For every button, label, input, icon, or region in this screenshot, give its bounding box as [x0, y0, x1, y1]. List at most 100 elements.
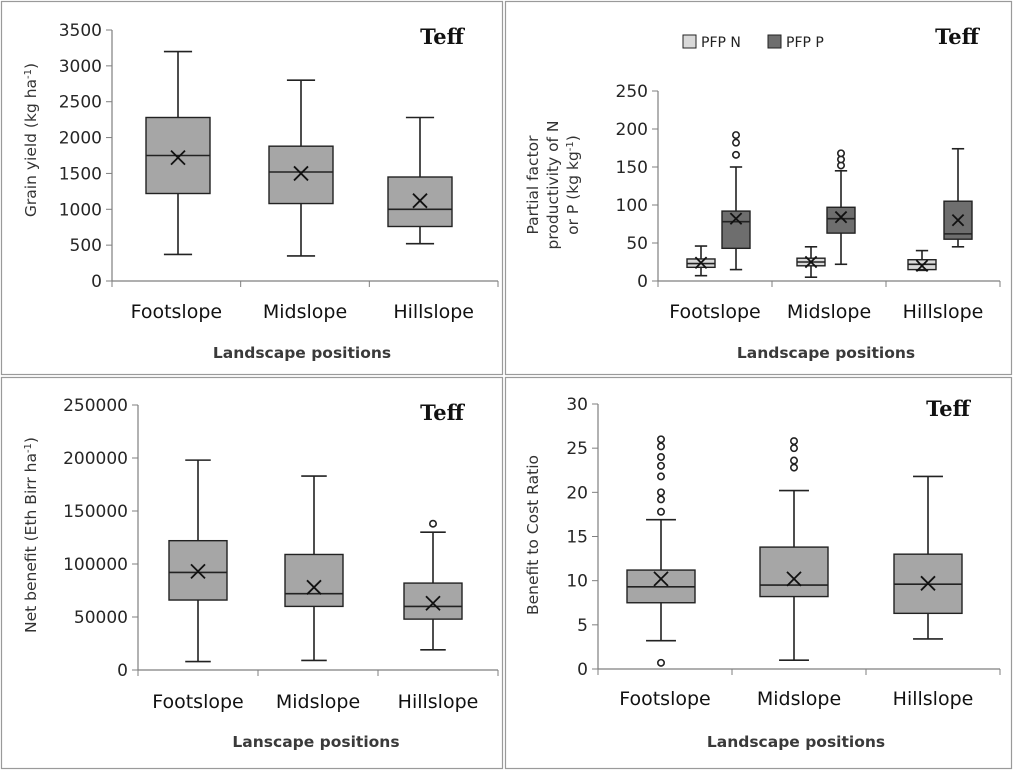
- outlier-point: [731, 138, 740, 147]
- box-marks: [168, 459, 463, 663]
- mean-marker: [412, 193, 428, 209]
- crop-label: Teff: [420, 24, 466, 49]
- box-midslope: [284, 475, 344, 662]
- outlier-point: [731, 150, 740, 159]
- x-category-label: Hillslope: [393, 301, 474, 323]
- box-hillslope: [403, 519, 463, 651]
- box-footslope-pfp-p: [721, 131, 751, 271]
- legend-swatch-pfp-p: [767, 34, 782, 49]
- axes: 0 50000 100000 150000 200000 250000 Footslope M…: [63, 396, 499, 713]
- outlier-point: [656, 495, 665, 504]
- axes: 0 50 100 150 200 250 Footslope Midslope Hillslop…: [616, 82, 1001, 323]
- y-tick-label: 50000: [74, 608, 128, 628]
- y-tick-label: 0: [117, 661, 128, 681]
- y-tick-label: 100000: [63, 555, 128, 575]
- box-marks: [626, 435, 963, 667]
- y-tick-label: 150: [616, 158, 648, 178]
- y-tick-label: 0: [91, 272, 102, 292]
- x-category-label: Hillslope: [903, 301, 984, 323]
- mean-marker: [306, 579, 322, 595]
- axes: 0 500 1000 1500 2000 2500 3000 3500 Footslope Mid…: [59, 21, 499, 323]
- y-tick-label: 500: [70, 236, 102, 256]
- crop-label: Teff: [926, 396, 972, 421]
- outlier-point: [836, 149, 845, 158]
- box-hillslope-pfp-p: [943, 147, 973, 248]
- y-tick-label: 3500: [59, 21, 102, 41]
- outlier-point: [656, 507, 665, 516]
- mean-marker: [425, 595, 441, 611]
- axes: 0 5 10 15 20 25 30 Footslope Midslope Hillslope: [566, 395, 1001, 710]
- y-axis-label: Benefit to Cost Ratio: [524, 455, 542, 615]
- crop-label: Teff: [420, 400, 466, 425]
- x-category-label: Midslope: [757, 688, 841, 710]
- crop-label: Teff: [935, 24, 981, 49]
- y-tick-label: 1000: [59, 200, 102, 220]
- y-axis-label-line2: productivity of N: [544, 120, 562, 249]
- box-midslope-pfp-n: [796, 246, 826, 279]
- mean-marker: [729, 212, 743, 225]
- mean-marker: [915, 259, 929, 273]
- outlier-point: [656, 435, 665, 444]
- legend-swatch-pfp-n: [682, 34, 697, 49]
- y-axis-label-line3: or P (kg kg-1): [564, 135, 582, 235]
- box-hillslope: [893, 475, 963, 640]
- outlier-point: [789, 444, 798, 453]
- legend: PFP N PFP P: [682, 34, 824, 51]
- chart-partial-factor-productivity: 0 50 100 150 200 250 Footslope Midslope Hillslop…: [524, 24, 1001, 362]
- x-category-label: Hillslope: [893, 688, 974, 710]
- outlier-point: [789, 463, 798, 472]
- y-tick-label: 3000: [59, 57, 102, 77]
- x-category-label: Footslope: [152, 691, 244, 713]
- box-midslope: [268, 79, 334, 257]
- y-tick-label: 30: [566, 395, 588, 415]
- box-midslope-pfp-p: [826, 149, 856, 266]
- y-tick-label: 100: [616, 196, 648, 216]
- mean-marker: [293, 165, 309, 182]
- mean-marker: [170, 150, 186, 166]
- y-tick-label: 10: [566, 572, 588, 592]
- y-axis-label-line1: Partial factor: [524, 135, 542, 235]
- panel-frame-net-benefit: [0, 376, 504, 770]
- x-axis-label: Landscape positions: [213, 344, 391, 362]
- y-tick-label: 250: [616, 82, 648, 102]
- y-tick-label: 50: [626, 234, 648, 254]
- panel-frame-pfp: [504, 0, 1013, 376]
- x-axis-label: Landscape positions: [737, 344, 915, 362]
- chart-grain-yield: 0 500 1000 1500 2000 2500 3000 3500 Footslope Mid…: [22, 21, 499, 362]
- y-tick-label: 2000: [59, 129, 102, 149]
- mean-marker: [951, 213, 965, 227]
- outlier-point: [656, 658, 665, 667]
- outlier-point: [656, 442, 665, 451]
- mean-marker: [834, 210, 848, 224]
- box-footslope: [168, 459, 228, 663]
- legend-label-pfp-p: PFP P: [786, 35, 824, 51]
- panel-frame-yield: [0, 0, 504, 376]
- box-iqr: [721, 210, 751, 250]
- panel-frame-bcr: [504, 376, 1013, 770]
- x-category-label: Midslope: [276, 691, 360, 713]
- mean-marker: [920, 575, 936, 591]
- x-category-label: Footslope: [131, 301, 223, 323]
- outlier-point: [656, 488, 665, 497]
- y-tick-label: 25: [566, 439, 588, 459]
- outlier-point: [656, 472, 665, 481]
- box-footslope: [145, 50, 211, 256]
- outlier-point: [428, 519, 437, 528]
- mean-marker: [653, 571, 669, 587]
- box-iqr: [759, 546, 829, 598]
- mean-marker: [804, 255, 818, 269]
- box-marks: [686, 131, 973, 279]
- box-iqr: [403, 582, 463, 620]
- y-tick-label: 15: [566, 528, 588, 548]
- x-category-label: Footslope: [669, 301, 761, 323]
- y-tick-label: 20: [566, 483, 588, 503]
- box-iqr: [268, 145, 334, 205]
- mean-marker: [786, 571, 802, 587]
- box-midslope: [759, 437, 829, 661]
- box-footslope: [626, 435, 696, 667]
- box-marks: [145, 50, 453, 257]
- x-category-label: Midslope: [787, 301, 871, 323]
- x-category-label: Footslope: [619, 688, 711, 710]
- outlier-point: [656, 452, 665, 461]
